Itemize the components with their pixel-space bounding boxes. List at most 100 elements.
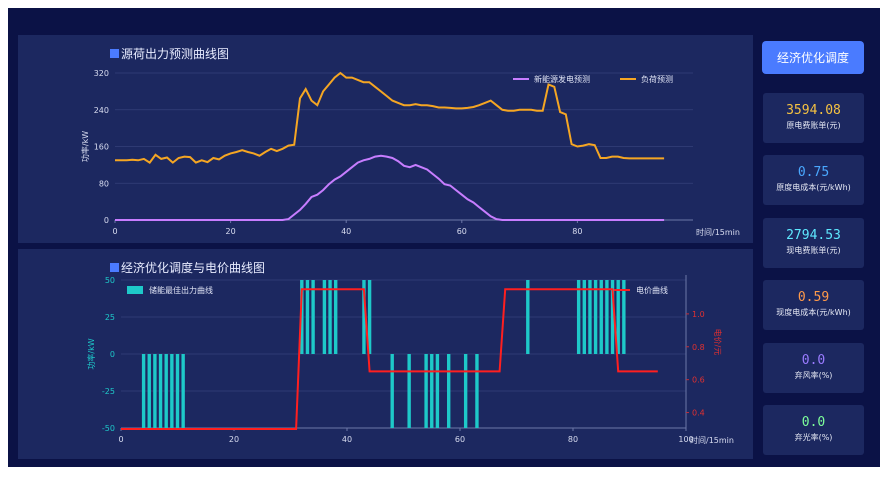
storage-bar xyxy=(463,354,468,428)
storage-bar xyxy=(610,280,615,354)
card-label: 现度电成本(元/kWh) xyxy=(776,308,851,317)
card-label: 原度电成本(元/kWh) xyxy=(776,183,851,192)
storage-bar xyxy=(390,354,394,428)
x-tick-label: 60 xyxy=(457,227,467,236)
price-line xyxy=(121,288,658,430)
storage-bar xyxy=(407,354,411,428)
x-tick-label: 0 xyxy=(112,227,117,236)
card-current-bill: 2794.53 现电费账单(元) xyxy=(763,218,864,268)
x-tick-label: 60 xyxy=(455,435,465,444)
storage-bar xyxy=(526,280,530,354)
storage-bar xyxy=(582,280,586,354)
card-label: 原电费账单(元) xyxy=(786,121,841,130)
forecast-panel: 源荷出力预测曲线图 0 80 160 240 320 0 20 40 60 80 时间/15min 功… xyxy=(18,35,753,243)
storage-bar xyxy=(588,280,592,354)
storage-bar xyxy=(181,354,185,428)
y-axis-label: 功率/kW xyxy=(80,131,90,162)
x-axis-label: 时间/15min xyxy=(696,227,740,237)
y-right-tick-label: 0.8 xyxy=(692,343,705,352)
storage-bar xyxy=(153,354,157,428)
y-right-tick-label: 1.0 xyxy=(692,310,705,319)
storage-bar xyxy=(158,354,163,428)
storage-bar xyxy=(311,280,315,354)
y-right-tick-label: 0.4 xyxy=(692,409,705,418)
x-tick-label: 80 xyxy=(572,227,582,236)
legend-swatch xyxy=(127,286,143,294)
storage-bar xyxy=(447,354,451,428)
y-tick-label: 25 xyxy=(105,313,115,322)
title-marker-icon xyxy=(110,49,119,58)
x-tick-label: 0 xyxy=(118,435,123,444)
card-value: 0.59 xyxy=(797,290,830,305)
economic-dispatch-button[interactable]: 经济优化调度 xyxy=(762,41,864,74)
storage-bar xyxy=(599,280,603,354)
y-tick-label: 160 xyxy=(94,143,109,152)
title-marker-icon xyxy=(110,263,119,272)
dispatch-panel: 经济优化调度与电价曲线图 -50 -25 0 25 50 0 20 40 60 80 100 时间/1… xyxy=(18,249,753,459)
y-tick-label: -50 xyxy=(102,424,115,433)
y-right-axis-label: 电价/元 xyxy=(713,329,723,356)
y-axis-label: 功率/kW xyxy=(86,338,96,369)
storage-bar xyxy=(170,354,174,428)
x-tick-label: 100 xyxy=(678,435,693,444)
storage-bar xyxy=(424,354,428,428)
storage-bar xyxy=(475,354,479,428)
forecast-chart-title: 源荷出力预测曲线图 xyxy=(121,47,230,61)
y-tick-label: 50 xyxy=(105,276,115,285)
storage-bar xyxy=(622,280,626,354)
storage-bar xyxy=(334,280,338,354)
legend-label: 新能源发电预测 xyxy=(534,74,590,84)
storage-bar xyxy=(147,354,151,428)
card-original-unit-cost: 0.75 原度电成本(元/kWh) xyxy=(763,155,864,205)
x-tick-label: 80 xyxy=(568,435,578,444)
card-label: 弃光率(%) xyxy=(794,433,833,442)
card-original-bill: 3594.08 原电费账单(元) xyxy=(763,93,864,143)
card-label: 现电费账单(元) xyxy=(786,246,841,255)
storage-bar xyxy=(367,280,372,354)
card-current-unit-cost: 0.59 现度电成本(元/kWh) xyxy=(763,280,864,330)
card-label: 弃风率(%) xyxy=(794,371,833,380)
x-tick-label: 20 xyxy=(226,227,236,236)
x-tick-label: 20 xyxy=(229,435,239,444)
storage-bar xyxy=(435,354,440,428)
storage-bar xyxy=(141,354,146,428)
legend-label: 电价曲线 xyxy=(636,285,668,295)
y-tick-label: 0 xyxy=(104,216,109,225)
card-wind-curtailment: 0.0 弃风率(%) xyxy=(763,343,864,393)
legend-label: 储能最佳出力曲线 xyxy=(149,285,213,295)
dispatch-title-wrap: 经济优化调度与电价曲线图 xyxy=(110,259,265,276)
card-value: 0.0 xyxy=(801,415,826,430)
card-value: 0.75 xyxy=(797,165,830,180)
storage-bar xyxy=(593,280,598,354)
storage-bar xyxy=(362,280,366,354)
forecast-chart: 0 80 160 240 320 0 20 40 60 80 时间/15min 功率/kW 新能源发电预… xyxy=(80,69,740,237)
card-value: 3594.08 xyxy=(786,103,841,118)
forecast-title-wrap: 源荷出力预测曲线图 xyxy=(110,45,229,62)
storage-bar xyxy=(322,280,327,354)
storage-bar xyxy=(305,280,310,354)
y-tick-label: 80 xyxy=(99,179,109,188)
card-value: 2794.53 xyxy=(786,228,841,243)
storage-bar xyxy=(175,354,180,428)
x-tick-label: 40 xyxy=(342,435,352,444)
card-solar-curtailment: 0.0 弃光率(%) xyxy=(763,405,864,455)
dashboard-screen: 源荷出力预测曲线图 0 80 160 240 320 0 20 40 60 80 时间/15min 功… xyxy=(8,8,880,467)
x-tick-label: 40 xyxy=(341,227,351,236)
storage-bar xyxy=(576,280,581,354)
y-tick-label: 320 xyxy=(94,69,109,78)
storage-bar xyxy=(616,280,620,354)
card-value: 0.0 xyxy=(801,353,826,368)
y-tick-label: -25 xyxy=(102,387,115,396)
y-tick-label: 0 xyxy=(110,350,115,359)
storage-bar xyxy=(328,280,332,354)
y-tick-label: 240 xyxy=(94,106,109,115)
storage-bar xyxy=(430,354,434,428)
series-line-load xyxy=(115,71,665,164)
x-axis-label: 时间/15min xyxy=(690,435,734,445)
storage-bar xyxy=(300,280,304,354)
storage-bar xyxy=(164,354,168,428)
storage-bar xyxy=(605,280,609,354)
dispatch-chart-title: 经济优化调度与电价曲线图 xyxy=(121,261,266,275)
series-line-renewable xyxy=(115,154,665,221)
